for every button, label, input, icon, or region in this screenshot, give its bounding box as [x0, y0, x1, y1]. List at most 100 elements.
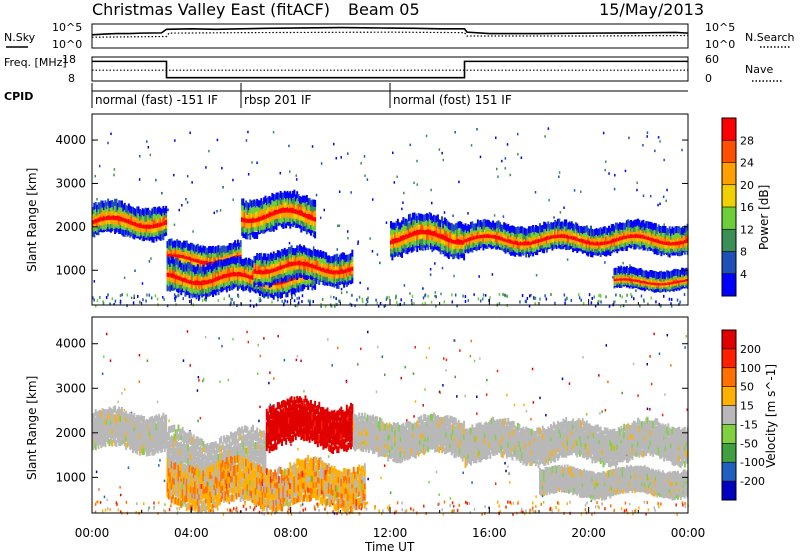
heat-cell	[188, 249, 191, 257]
heat-cell	[457, 242, 460, 250]
heat-clutter	[395, 296, 397, 300]
heat-cell	[243, 262, 246, 270]
heat-cell	[665, 238, 668, 246]
heat-speck	[323, 208, 326, 212]
heat-cell	[223, 259, 226, 267]
heat-cell	[412, 234, 415, 242]
heat-cell	[247, 264, 250, 272]
heat-speck	[391, 151, 394, 155]
heat-cell	[679, 249, 682, 257]
heat-cell	[545, 245, 548, 253]
heat-cell	[103, 222, 106, 230]
heat-clutter	[565, 297, 568, 301]
heat-cell	[294, 248, 297, 256]
heat-cell	[572, 229, 575, 237]
heat-speck	[383, 464, 386, 467]
heat-cell	[312, 204, 315, 212]
heat-cell	[184, 240, 187, 248]
heat-cell	[258, 204, 261, 212]
heat-cell	[294, 266, 297, 274]
heat-cell	[143, 234, 146, 242]
heat-cell	[247, 271, 250, 279]
heat-cell	[616, 246, 619, 254]
heat-cell	[314, 218, 317, 226]
heat-clutter	[539, 297, 541, 301]
heat-cell	[508, 226, 511, 234]
heat-cell	[272, 256, 275, 264]
heat-cell	[216, 266, 219, 274]
heat-cell	[522, 232, 525, 240]
heat-cell	[410, 229, 413, 237]
heat-cell	[172, 275, 174, 283]
heat-cell	[269, 275, 272, 283]
heat-cell	[156, 212, 159, 220]
heat-speck	[319, 216, 322, 220]
heat-clutter	[324, 304, 327, 308]
heat-cell	[132, 206, 134, 214]
heat-cell	[260, 271, 263, 279]
heat-cell	[351, 271, 354, 279]
heat-cell	[285, 257, 288, 265]
heat-cell	[656, 248, 659, 256]
heat-cell	[475, 223, 478, 231]
heat-cell	[420, 238, 423, 246]
heat-cell	[271, 205, 274, 213]
heat-cell	[447, 235, 450, 243]
heat-cell	[483, 234, 486, 242]
heat-cell	[116, 217, 119, 225]
heat-cell	[290, 193, 293, 201]
heat-cell	[390, 221, 392, 229]
heat-cell	[119, 205, 122, 213]
heat-cell	[584, 225, 587, 233]
heat-speck	[105, 332, 108, 336]
heat-cell	[516, 245, 519, 253]
heat-cell	[497, 236, 500, 244]
heat-cell	[289, 274, 292, 282]
heat-clutter	[639, 304, 641, 308]
heat-cell	[276, 256, 279, 264]
heat-cell	[521, 246, 524, 254]
heat-cell	[323, 273, 326, 281]
heat-cell	[461, 223, 464, 231]
heat-cell	[510, 230, 513, 238]
heat-clutter	[95, 304, 97, 308]
heat-cell	[296, 245, 299, 253]
heat-cell	[300, 271, 303, 279]
heat-cell	[269, 252, 272, 260]
heat-clutter	[662, 294, 665, 298]
heat-cell	[457, 221, 460, 229]
heat-cell	[464, 229, 467, 237]
heat-cell	[659, 225, 662, 233]
heat-cell	[420, 213, 423, 221]
heat-cell	[274, 268, 277, 276]
heat-cell	[654, 271, 657, 279]
heat-cell	[246, 259, 249, 267]
heat-cell	[576, 234, 579, 242]
heat-cell	[167, 274, 170, 282]
heat-cell	[467, 227, 470, 235]
heat-cell	[395, 245, 398, 253]
heat-cell	[514, 233, 517, 241]
heat-speck	[98, 488, 100, 491]
heat-cell	[337, 271, 340, 279]
heat-cell	[521, 235, 524, 243]
heat-cell	[559, 234, 562, 242]
heat-cell	[402, 223, 405, 231]
heat-cell	[281, 220, 283, 228]
heat-cell	[218, 269, 221, 277]
heat-cell	[290, 245, 293, 253]
heat-cell	[298, 280, 301, 288]
heat-cell	[151, 221, 154, 229]
heat-cell	[172, 241, 174, 249]
heat-cell	[285, 192, 288, 200]
heat-cell	[256, 215, 259, 223]
heat-cell	[252, 200, 255, 208]
heat-cell	[221, 261, 224, 269]
heat-cell	[594, 235, 597, 243]
heat-cell	[300, 208, 303, 216]
heat-cell	[468, 242, 471, 250]
heat-cell	[300, 203, 303, 211]
heat-cell	[652, 242, 655, 250]
heat-cell	[512, 234, 515, 242]
